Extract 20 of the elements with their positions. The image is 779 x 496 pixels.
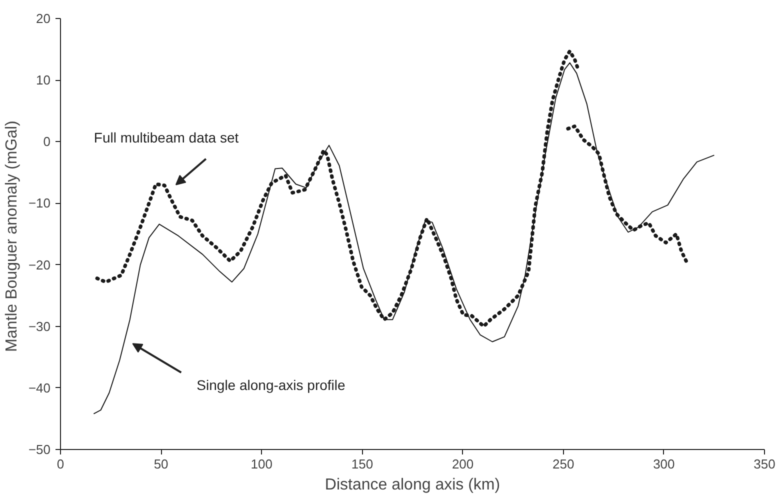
- x-tick-label: 100: [250, 456, 272, 472]
- x-tick-label: 250: [552, 456, 574, 472]
- x-tick-label: 150: [351, 456, 374, 472]
- x-tick-label: 350: [754, 456, 776, 472]
- y-tick-label: −10: [28, 196, 51, 211]
- x-tick-label: 300: [653, 456, 675, 472]
- y-tick-label: −30: [28, 318, 51, 334]
- x-tick-label: 200: [452, 456, 474, 472]
- annotation: Single along-axis profile: [196, 376, 346, 393]
- x-tick-label: 0: [56, 456, 64, 472]
- y-tick-label: 20: [36, 11, 51, 26]
- y-tick-label: −20: [28, 257, 51, 272]
- y-tick-label: −50: [28, 442, 51, 457]
- x-tick-label: 50: [154, 456, 168, 472]
- y-tick-label: −40: [28, 380, 51, 396]
- y-tick-label: 10: [36, 72, 51, 88]
- y-axis-title: Mantle Bouguer anomaly (mGal): [3, 120, 20, 352]
- x-axis-title: Distance along axis (km): [324, 476, 500, 494]
- annotation: Full multibeam data set: [94, 129, 239, 146]
- y-tick-label: 0: [43, 134, 51, 150]
